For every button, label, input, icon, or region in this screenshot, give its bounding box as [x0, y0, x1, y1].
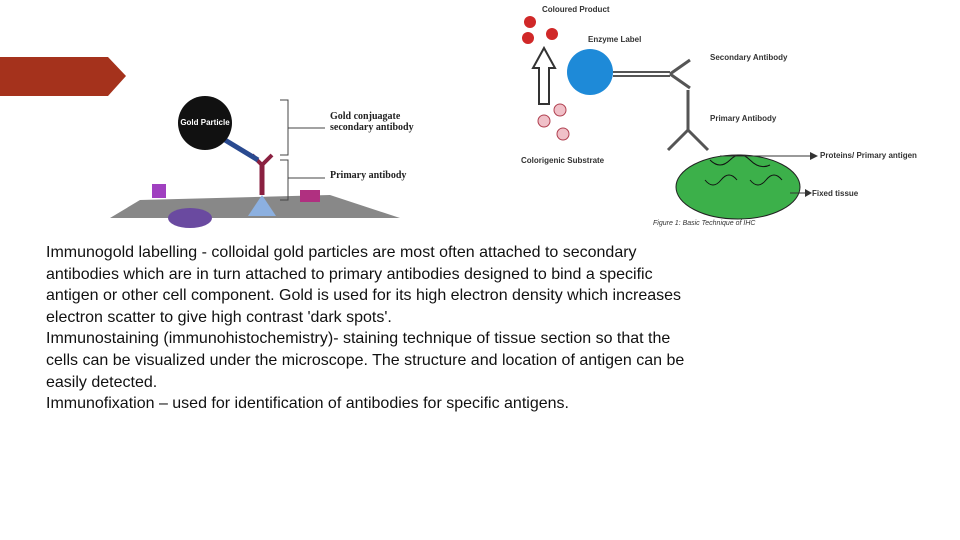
paragraph: Immunogold labelling - colloidal gold pa…: [46, 244, 682, 326]
label: Colorigenic Substrate: [521, 156, 605, 165]
antigen-cone: [248, 195, 276, 216]
body-text: Immunogold labelling - colloidal gold pa…: [46, 242, 691, 415]
tissue-detail: [704, 154, 783, 186]
accent-tab: [0, 57, 126, 96]
arrowhead: [805, 189, 812, 197]
label: Coloured Product: [542, 5, 610, 14]
antigen: [300, 190, 320, 202]
dot: [537, 114, 551, 128]
paragraph: Immunostaining (immunohistochemistry)- s…: [46, 330, 685, 391]
label: Primary Antibody: [710, 114, 777, 123]
ab: [669, 58, 691, 90]
label: Gold conjuagate: [330, 111, 401, 122]
immunogold-figure: Gold Particle Gold conjuagate secondary …: [110, 96, 414, 228]
gold-particle: [178, 96, 232, 150]
dot: [546, 28, 558, 40]
antigen: [152, 184, 166, 198]
dot: [556, 127, 570, 141]
dot: [524, 16, 536, 28]
ab: [666, 128, 710, 152]
blob: [168, 208, 212, 228]
dot: [522, 32, 534, 44]
label: Proteins/ Primary antigen: [820, 151, 917, 160]
ihc-figure: Coloured Product Enzyme Label Secondary …: [521, 5, 917, 227]
primary-ab: [260, 153, 274, 167]
bracket: [280, 99, 289, 201]
label: Gold Particle: [180, 118, 230, 127]
label: Enzyme Label: [588, 35, 641, 44]
caption: Figure 1: Basic Technique of IHC: [653, 220, 756, 227]
arrowhead: [810, 152, 818, 160]
paragraph: Immunofixation – used for identification…: [46, 395, 569, 413]
secondary-ab: [223, 137, 260, 163]
tissue: [675, 154, 801, 220]
label: secondary antibody: [330, 122, 414, 133]
label: Primary antibody: [330, 170, 406, 181]
enzyme: [567, 49, 613, 95]
arrow: [531, 45, 557, 105]
label: Secondary Antibody: [710, 53, 788, 62]
dot: [553, 103, 567, 117]
label: Fixed tissue: [812, 189, 859, 198]
